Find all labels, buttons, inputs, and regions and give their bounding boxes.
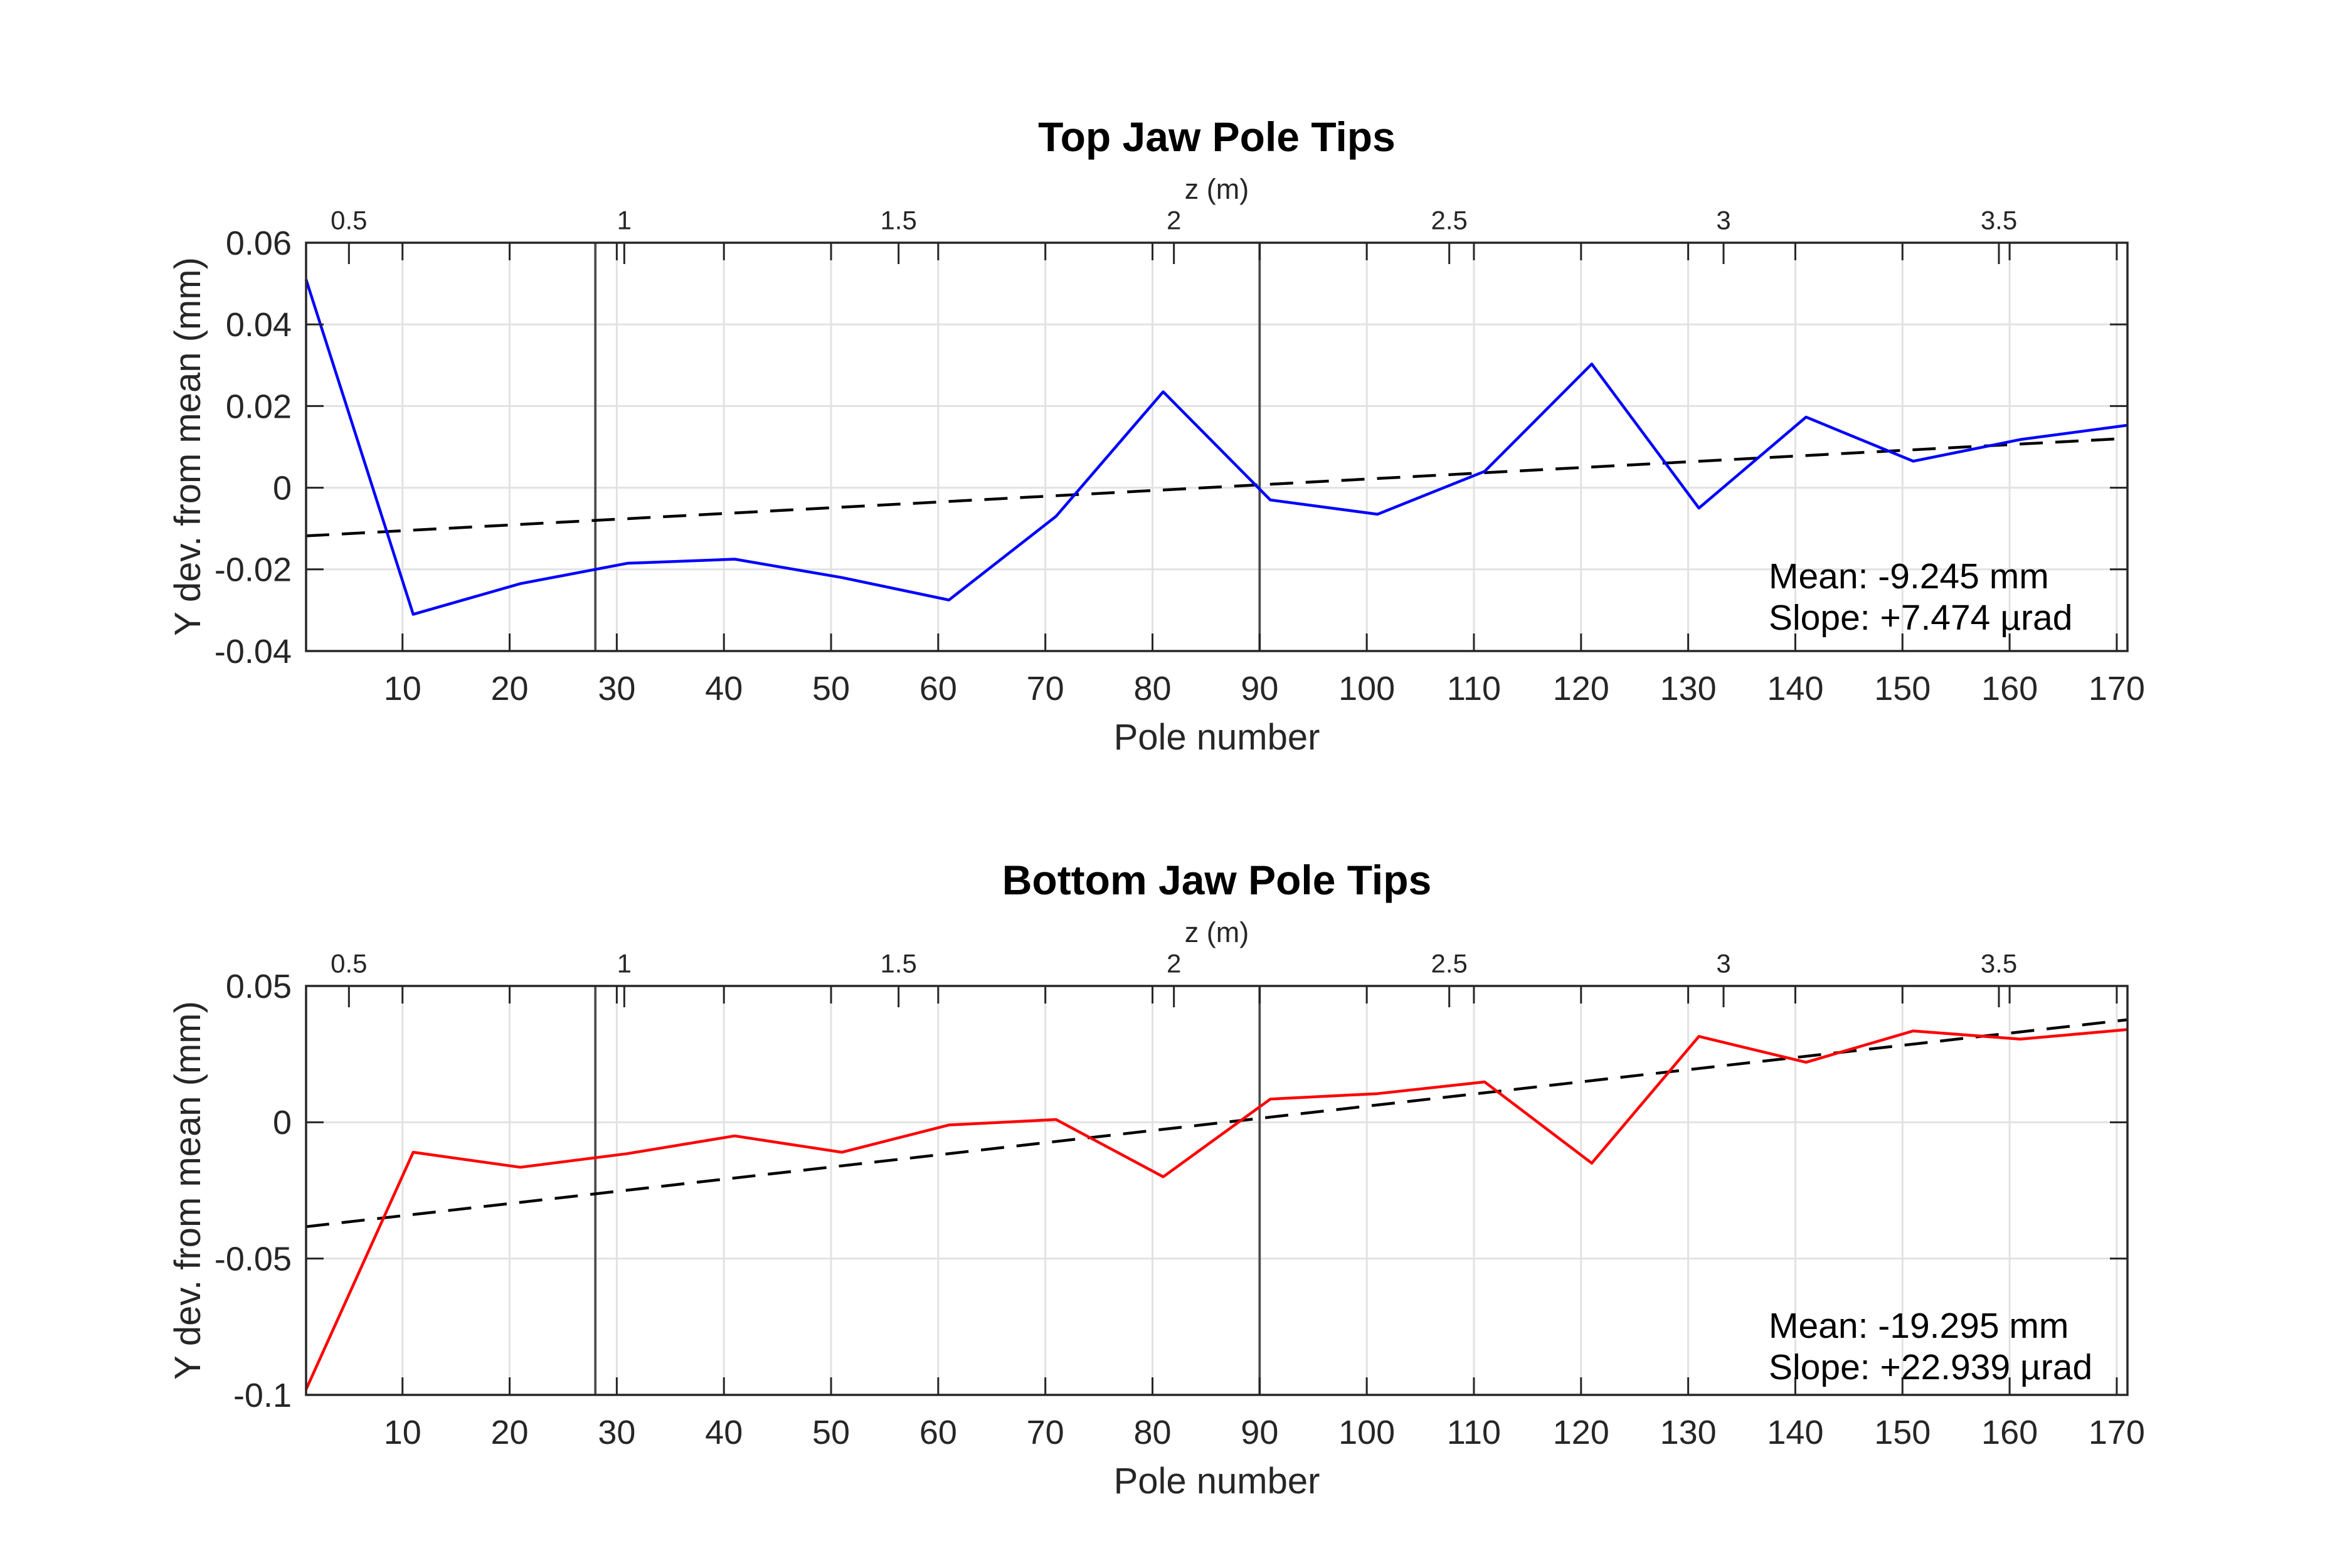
x-tick-label: 160 bbox=[1981, 670, 2038, 707]
z-axis-label-top: z (m) bbox=[1184, 173, 1249, 205]
x-tick-label: 50 bbox=[812, 1414, 850, 1451]
x-tick-label: 150 bbox=[1874, 1414, 1931, 1451]
x-axis-label-top: Pole number bbox=[1113, 717, 1320, 758]
data-line-top-jaw-deviation bbox=[304, 278, 2128, 616]
x-tick-label: 70 bbox=[1027, 670, 1064, 707]
z-tick-label: 0.5 bbox=[331, 949, 367, 978]
y-tick-label: 0.04 bbox=[226, 306, 292, 344]
x-tick-label: 140 bbox=[1767, 670, 1823, 707]
x-tick-label: 50 bbox=[812, 670, 850, 707]
axes-box bbox=[305, 241, 2129, 652]
x-tick-label: 160 bbox=[1981, 1414, 2038, 1451]
z-tick-label: 1 bbox=[617, 949, 632, 978]
z-tick-label: 0.5 bbox=[331, 206, 367, 235]
x-tick-label: 90 bbox=[1241, 1414, 1278, 1451]
z-axis-label-bottom: z (m) bbox=[1184, 916, 1249, 948]
y-tick-label: -0.05 bbox=[215, 1241, 292, 1278]
x-tick-label: 30 bbox=[598, 1414, 635, 1451]
trend-line bbox=[305, 437, 2128, 538]
z-tick-label: 2 bbox=[1167, 206, 1181, 235]
trend-line bbox=[305, 1018, 2128, 1229]
stats-annotation-top: Mean: -9.245 mm Slope: +7.474 µrad bbox=[1769, 556, 2072, 638]
x-tick-label: 100 bbox=[1338, 1414, 1395, 1451]
x-tick-label: 170 bbox=[2089, 1414, 2145, 1451]
y-tick-label: 0.05 bbox=[226, 968, 292, 1005]
z-tick-label: 3.5 bbox=[1981, 206, 2017, 235]
chart-title-top: Top Jaw Pole Tips bbox=[1038, 114, 1396, 160]
x-tick-label: 80 bbox=[1133, 670, 1171, 707]
x-tick-label: 20 bbox=[491, 670, 529, 707]
y-axis-label-bottom: Y dev. from mean (mm) bbox=[167, 1001, 208, 1380]
y-tick-label: -0.04 bbox=[215, 633, 292, 670]
x-tick-label: 90 bbox=[1241, 670, 1278, 707]
x-axis-label-bottom: Pole number bbox=[1113, 1461, 1320, 1502]
mean-value-bottom: Mean: -19.295 mm bbox=[1769, 1306, 2069, 1346]
x-tick-label: 20 bbox=[491, 1414, 529, 1451]
z-tick-label: 1.5 bbox=[880, 206, 916, 235]
x-tick-label: 30 bbox=[598, 670, 635, 707]
y-tick-label: 0 bbox=[273, 1104, 292, 1142]
stats-annotation-bottom: Mean: -19.295 mm Slope: +22.939 µrad bbox=[1769, 1305, 2092, 1388]
mean-value-top: Mean: -9.245 mm bbox=[1769, 556, 2049, 596]
x-tick-label: 130 bbox=[1660, 670, 1717, 707]
data-line-bottom-jaw-deviation bbox=[304, 1028, 2128, 1391]
slope-value-bottom: Slope: +22.939 µrad bbox=[1769, 1347, 2093, 1387]
x-tick-label: 170 bbox=[2089, 670, 2145, 707]
z-tick-label: 3 bbox=[1716, 949, 1730, 978]
x-tick-label: 140 bbox=[1767, 1414, 1823, 1451]
z-tick-label: 1 bbox=[617, 206, 632, 235]
z-tick-label: 1.5 bbox=[880, 949, 916, 978]
x-tick-label: 120 bbox=[1553, 1414, 1609, 1451]
x-tick-label: 100 bbox=[1338, 670, 1395, 707]
x-tick-label: 130 bbox=[1660, 1414, 1717, 1451]
x-tick-label: 110 bbox=[1447, 670, 1501, 707]
axes-box bbox=[305, 985, 2129, 1396]
y-tick-label: 0 bbox=[273, 470, 292, 507]
z-tick-label: 2 bbox=[1167, 949, 1181, 978]
x-tick-label: 120 bbox=[1553, 670, 1609, 707]
x-tick-label: 40 bbox=[705, 670, 743, 707]
x-tick-label: 10 bbox=[384, 1414, 421, 1451]
y-tick-label: -0.02 bbox=[215, 551, 292, 589]
x-tick-label: 60 bbox=[919, 670, 957, 707]
x-tick-label: 60 bbox=[919, 1414, 957, 1451]
x-tick-label: 40 bbox=[705, 1414, 743, 1451]
slope-value-top: Slope: +7.474 µrad bbox=[1769, 598, 2073, 638]
z-tick-label: 2.5 bbox=[1431, 949, 1467, 978]
z-tick-label: 3.5 bbox=[1981, 949, 2017, 978]
y-tick-label: -0.1 bbox=[233, 1377, 292, 1414]
x-tick-label: 80 bbox=[1133, 1414, 1171, 1451]
z-tick-label: 3 bbox=[1716, 206, 1730, 235]
x-tick-label: 150 bbox=[1874, 670, 1931, 707]
x-tick-label: 70 bbox=[1027, 1414, 1064, 1451]
z-tick-label: 2.5 bbox=[1431, 206, 1467, 235]
y-tick-label: 0.06 bbox=[226, 225, 292, 262]
x-tick-label: 10 bbox=[384, 670, 421, 707]
chart-title-bottom: Bottom Jaw Pole Tips bbox=[1002, 857, 1432, 903]
y-tick-label: 0.02 bbox=[226, 388, 292, 425]
x-tick-label: 110 bbox=[1447, 1414, 1501, 1451]
y-axis-label-top: Y dev. from mean (mm) bbox=[167, 257, 208, 636]
